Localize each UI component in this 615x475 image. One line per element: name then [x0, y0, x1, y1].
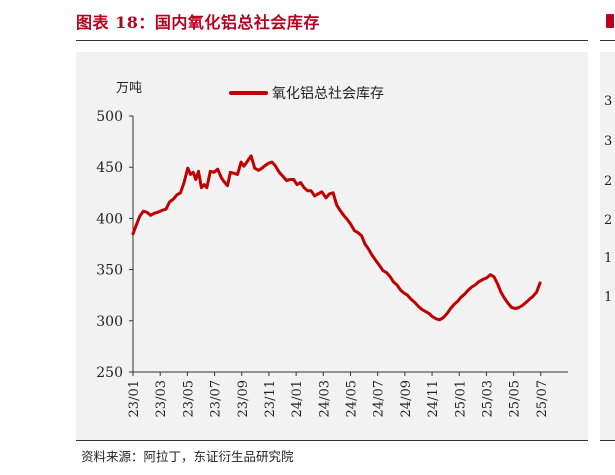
figure-title: 图表 18：国内氧化铝总社会库存 [76, 13, 320, 32]
x-tick-label: 24/05 [345, 380, 360, 417]
source-note: 资料来源：阿拉丁，东证衍生品研究院 [81, 449, 294, 464]
axes: 250 300 350 400 450 500 万吨 23/01 23/03 23/05 23/07… [96, 81, 568, 417]
x-tick-label: 25/03 [480, 380, 495, 417]
next-figure-bottom-divider [600, 440, 615, 441]
x-tick-label: 23/07 [209, 380, 224, 417]
next-figure-tick: 2 [604, 174, 613, 189]
next-figure-tick: 3 [604, 134, 613, 149]
x-tick-label: 24/07 [372, 380, 387, 417]
bottom-divider [76, 440, 588, 441]
legend: 氧化铝总社会库存 [229, 86, 384, 102]
next-figure-tick: 3 [604, 94, 613, 109]
legend-label: 氧化铝总社会库存 [272, 86, 384, 102]
next-figure-tick: 1 [604, 290, 613, 305]
y-tick-label: 450 [96, 160, 123, 176]
y-axis-label: 万吨 [116, 81, 142, 96]
line-chart: 250 300 350 400 450 500 万吨 23/01 23/03 23/05 23/07… [96, 81, 568, 417]
x-tick-label: 23/03 [154, 380, 169, 417]
next-figure-tick: 2 [604, 213, 613, 228]
title-divider [76, 40, 588, 41]
x-tick-label: 25/01 [453, 380, 468, 417]
next-figure-title-icon [606, 14, 614, 28]
x-tick-label: 23/09 [236, 380, 251, 417]
x-tick-label: 24/11 [426, 380, 441, 417]
x-tick-label: 23/11 [263, 380, 278, 417]
series-layer [131, 154, 542, 322]
y-tick-label: 300 [96, 314, 123, 330]
y-tick-label: 350 [96, 263, 123, 279]
y-tick-label: 250 [96, 365, 123, 381]
series-line [131, 154, 542, 322]
x-tick-label: 25/07 [535, 380, 550, 417]
next-figure-title-divider [600, 40, 615, 41]
x-tick-label: 24/03 [317, 380, 332, 417]
y-tick-label: 400 [96, 211, 123, 227]
y-tick-label: 500 [96, 109, 123, 125]
x-tick-label: 24/01 [290, 380, 305, 417]
x-tick-label: 23/05 [181, 380, 196, 417]
x-tick-label: 24/09 [399, 380, 414, 417]
next-figure-panel [600, 52, 615, 440]
x-tick-label: 23/01 [127, 380, 142, 417]
plot-panel: 250 300 350 400 450 500 万吨 23/01 23/03 23/05 23/07… [76, 52, 588, 440]
x-tick-label: 25/05 [508, 380, 523, 417]
next-figure-tick: 1 [604, 251, 613, 266]
